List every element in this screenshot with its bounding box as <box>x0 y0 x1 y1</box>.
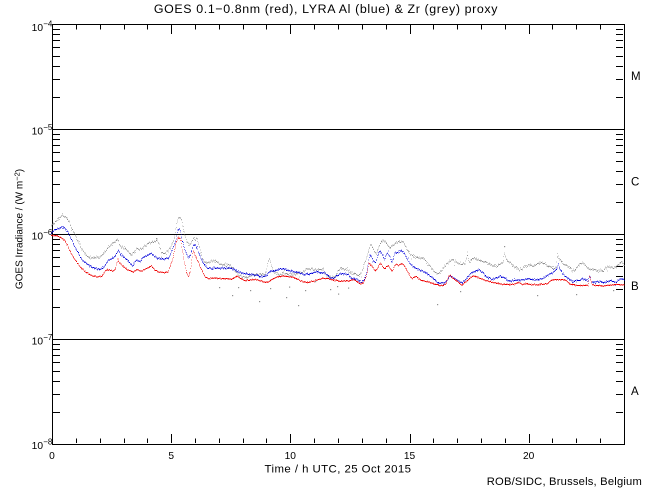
svg-text:−8: −8 <box>43 438 53 447</box>
svg-text:10: 10 <box>285 451 297 462</box>
svg-text:C: C <box>631 177 639 189</box>
svg-text:−7: −7 <box>43 333 53 342</box>
svg-text:10: 10 <box>32 126 44 137</box>
svg-text:Time / h UTC, 25 Oct 2015: Time / h UTC, 25 Oct 2015 <box>265 463 412 475</box>
svg-text:15: 15 <box>404 451 416 462</box>
svg-text:0: 0 <box>49 451 55 462</box>
svg-text:GOES Irradiance / (W m−2): GOES Irradiance / (W m−2) <box>13 169 26 289</box>
svg-text:−4: −4 <box>43 20 53 29</box>
svg-text:5: 5 <box>168 451 174 462</box>
svg-text:−5: −5 <box>43 123 53 132</box>
svg-text:10: 10 <box>32 441 44 452</box>
svg-text:M: M <box>631 71 641 83</box>
svg-text:10: 10 <box>32 23 44 34</box>
svg-text:−6: −6 <box>43 228 53 237</box>
svg-text:B: B <box>631 281 639 293</box>
svg-text:A: A <box>631 386 639 398</box>
svg-text:ROB/SIDC, Brussels, Belgium: ROB/SIDC, Brussels, Belgium <box>487 476 642 488</box>
svg-text:10: 10 <box>32 231 44 242</box>
svg-text:20: 20 <box>523 451 535 462</box>
svg-text:GOES 0.1−0.8nm (red), LYRA Al: GOES 0.1−0.8nm (red), LYRA Al (blue) & Z… <box>154 2 498 16</box>
svg-text:10: 10 <box>32 336 44 347</box>
